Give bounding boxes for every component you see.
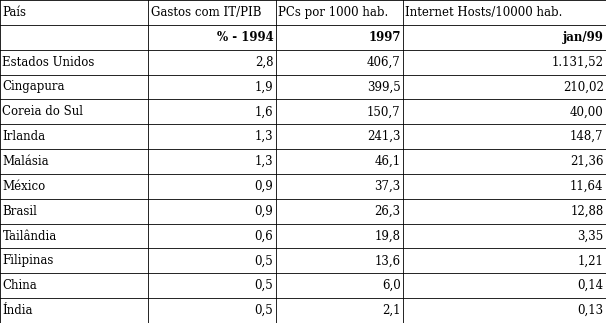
Text: 0,6: 0,6 [255, 230, 273, 243]
Text: 26,3: 26,3 [375, 205, 401, 218]
Text: 1,3: 1,3 [255, 130, 273, 143]
Text: 2,1: 2,1 [382, 304, 401, 317]
Text: PCs por 1000 hab.: PCs por 1000 hab. [278, 6, 388, 19]
Text: Malásia: Malásia [2, 155, 49, 168]
Text: 0,5: 0,5 [255, 304, 273, 317]
Text: 0,5: 0,5 [255, 279, 273, 292]
Text: China: China [2, 279, 37, 292]
Text: Internet Hosts/10000 hab.: Internet Hosts/10000 hab. [405, 6, 563, 19]
Text: 19,8: 19,8 [375, 230, 401, 243]
Text: Cingapura: Cingapura [2, 80, 65, 93]
Text: México: México [2, 180, 45, 193]
Text: Gastos com IT/PIB: Gastos com IT/PIB [151, 6, 261, 19]
Text: 150,7: 150,7 [367, 105, 401, 118]
Text: 3,35: 3,35 [578, 230, 604, 243]
Text: 1997: 1997 [368, 31, 401, 44]
Text: Coreia do Sul: Coreia do Sul [2, 105, 84, 118]
Text: 6,0: 6,0 [382, 279, 401, 292]
Text: País: País [2, 6, 27, 19]
Text: 1.131,52: 1.131,52 [551, 56, 604, 68]
Text: 1,9: 1,9 [255, 80, 273, 93]
Text: 0,9: 0,9 [255, 180, 273, 193]
Text: 148,7: 148,7 [570, 130, 604, 143]
Text: 40,00: 40,00 [570, 105, 604, 118]
Text: 1,21: 1,21 [578, 255, 604, 267]
Text: Filipinas: Filipinas [2, 255, 54, 267]
Text: 13,6: 13,6 [375, 255, 401, 267]
Text: Brasil: Brasil [2, 205, 38, 218]
Text: 21,36: 21,36 [570, 155, 604, 168]
Text: jan/99: jan/99 [563, 31, 604, 44]
Text: 0,14: 0,14 [578, 279, 604, 292]
Text: 1,6: 1,6 [255, 105, 273, 118]
Text: 406,7: 406,7 [367, 56, 401, 68]
Text: 241,3: 241,3 [367, 130, 401, 143]
Text: 2,8: 2,8 [255, 56, 273, 68]
Text: 0,9: 0,9 [255, 205, 273, 218]
Text: Índia: Índia [2, 304, 33, 317]
Text: 210,02: 210,02 [563, 80, 604, 93]
Text: % - 1994: % - 1994 [216, 31, 273, 44]
Text: 46,1: 46,1 [375, 155, 401, 168]
Text: 11,64: 11,64 [570, 180, 604, 193]
Text: 399,5: 399,5 [367, 80, 401, 93]
Text: 0,13: 0,13 [578, 304, 604, 317]
Text: 0,5: 0,5 [255, 255, 273, 267]
Text: Estados Unidos: Estados Unidos [2, 56, 95, 68]
Text: 12,88: 12,88 [570, 205, 604, 218]
Text: Irlanda: Irlanda [2, 130, 45, 143]
Text: Tailândia: Tailândia [2, 230, 57, 243]
Text: 1,3: 1,3 [255, 155, 273, 168]
Text: 37,3: 37,3 [375, 180, 401, 193]
